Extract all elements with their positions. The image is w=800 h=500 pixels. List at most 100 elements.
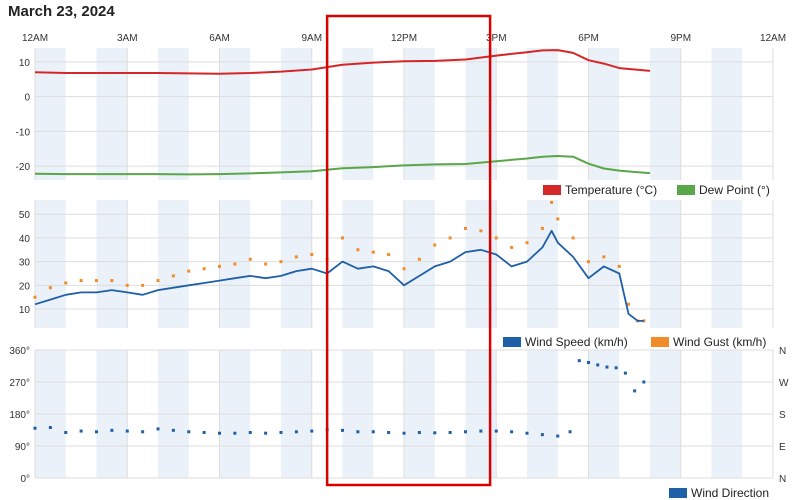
- wind-gust-point: [540, 226, 544, 230]
- wind-gust-point: [248, 257, 252, 261]
- y2-tick-label: W: [779, 378, 789, 389]
- wind-gust-point: [310, 253, 314, 257]
- y2-tick-label: S: [779, 410, 786, 421]
- page-title: March 23, 2024: [8, 3, 115, 20]
- band-1-0: [35, 200, 66, 328]
- legend-wind-direction-label: Wind Direction: [691, 486, 769, 500]
- highlight-box: [325, 14, 492, 487]
- wind-direction-point: [294, 430, 298, 434]
- wind-gust-point: [64, 281, 68, 285]
- legend-wind-gust-label: Wind Gust (km/h): [673, 335, 766, 349]
- band-1-2: [96, 200, 128, 328]
- wind-gust-point: [371, 250, 375, 254]
- wind-direction-point: [402, 431, 406, 435]
- wind-direction-point: [596, 363, 600, 367]
- legend-wind-gust-swatch: [651, 337, 669, 347]
- band-0-16: [527, 48, 558, 180]
- band-0-18: [588, 48, 620, 180]
- wind-direction-point: [448, 430, 452, 434]
- wind-direction-point: [171, 428, 175, 432]
- band-1-12: [404, 200, 435, 328]
- wind-gust-point: [33, 295, 37, 299]
- band-1-22: [711, 200, 743, 328]
- wind-gust-point: [479, 229, 483, 233]
- wind-direction-point: [494, 429, 498, 433]
- wind-direction-point: [614, 366, 618, 370]
- wind-gust-point: [525, 241, 529, 245]
- wind-direction-point: [433, 431, 437, 435]
- wind-direction-point: [633, 389, 637, 393]
- wind-gust-point: [218, 264, 221, 268]
- wind-direction-point: [79, 429, 83, 433]
- y-tick-label: 40: [19, 234, 31, 245]
- wind-direction-point: [510, 430, 514, 434]
- wind-gust-point: [279, 260, 283, 264]
- wind-gust-point: [402, 267, 406, 271]
- band-1-18: [588, 200, 620, 328]
- band-0-10: [342, 48, 374, 180]
- wind-gust-point: [556, 217, 560, 221]
- wind-gust-point: [602, 255, 606, 259]
- wind-direction-point: [264, 431, 268, 435]
- wind-direction-point: [587, 360, 590, 364]
- band-0-2: [96, 48, 128, 180]
- wind-gust-point: [587, 260, 590, 264]
- x-tick-label: 3PM: [486, 33, 507, 44]
- wind-speed-line: [34, 229, 644, 322]
- band-0-12: [404, 48, 435, 180]
- wind-gust-point: [171, 274, 175, 278]
- x-tick-label: 9PM: [670, 33, 691, 44]
- y-tick-label: 360°: [9, 346, 30, 357]
- wind-gust-point: [464, 226, 467, 230]
- wind-direction-point: [156, 427, 160, 431]
- wind-direction-point: [525, 431, 529, 435]
- band-0-0: [35, 48, 66, 180]
- y2-tick-label: E: [779, 442, 786, 453]
- wind-gust-point: [95, 279, 98, 283]
- legend-temperature-label: Temperature (°C): [565, 183, 657, 197]
- wind-gust-point: [626, 302, 630, 306]
- band-1-8: [281, 200, 312, 328]
- legend-dew-point-label: Dew Point (°): [699, 183, 770, 197]
- wind-direction-point: [540, 433, 544, 437]
- y-tick-label: 0°: [20, 474, 30, 485]
- wind-gust-point: [125, 283, 129, 287]
- wind-gust-point: [494, 236, 498, 240]
- x-axis-labels: 12AM 3AM 6AM 9AM 12PM 3PM 6PM 9PM 12AM: [22, 33, 786, 44]
- wind-direction-point: [233, 431, 237, 435]
- y2-tick-label: N: [779, 474, 786, 485]
- legend-wind-speed-swatch: [503, 337, 521, 347]
- x-tick-label: 6AM: [209, 33, 230, 44]
- wind-gust-point: [264, 262, 268, 266]
- wind-direction-point: [387, 430, 391, 434]
- wind-direction-point: [310, 429, 314, 433]
- wind-direction-point: [48, 426, 52, 430]
- wind-gust-point: [356, 248, 360, 252]
- wind-direction-point: [356, 430, 360, 434]
- y-tick-label: 20: [19, 281, 31, 292]
- x-tick-label: 12PM: [391, 33, 417, 44]
- wind-gust-point: [79, 279, 83, 283]
- x-tick-label: 6PM: [578, 33, 599, 44]
- y-tick-label: -10: [16, 127, 31, 138]
- wind-gust-point: [341, 236, 344, 240]
- y-tick-label: 90°: [15, 442, 30, 453]
- wind-direction-point: [605, 365, 609, 369]
- wind-direction-point: [202, 430, 206, 434]
- band-1-4: [158, 200, 189, 328]
- band-0-22: [711, 48, 743, 180]
- wind-direction-point: [141, 430, 145, 434]
- y-tick-label: 0: [24, 93, 30, 104]
- wind-direction-point: [95, 430, 98, 434]
- legends: Temperature (°C) Dew Point (°) Wind Speed …: [503, 183, 770, 500]
- legend-wind-speed-label: Wind Speed (km/h): [525, 335, 628, 349]
- x-tick-label: 9AM: [301, 33, 322, 44]
- band-0-14: [465, 48, 497, 180]
- y-tick-label: 30: [19, 258, 31, 269]
- wind-gust-point: [510, 245, 514, 249]
- x-tick-label: 12AM: [760, 33, 786, 44]
- wind-gust-point: [550, 200, 554, 204]
- band-0-4: [158, 48, 189, 180]
- wind-direction-point: [623, 371, 627, 375]
